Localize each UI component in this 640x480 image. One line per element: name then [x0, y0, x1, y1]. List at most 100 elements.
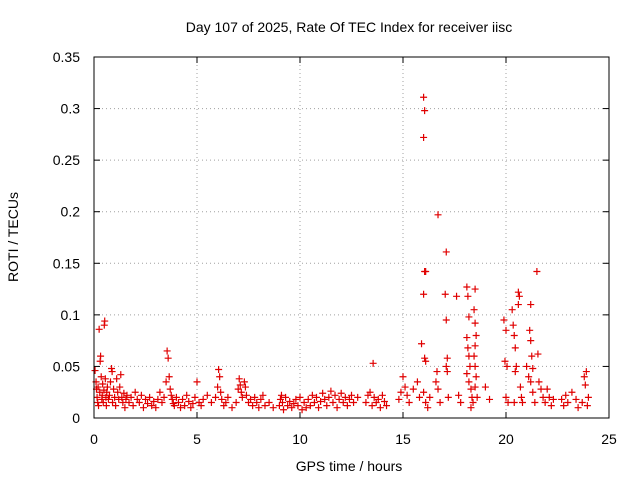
data-point: [104, 395, 112, 403]
data-point: [481, 383, 489, 391]
data-point: [101, 375, 109, 383]
data-point: [564, 399, 572, 407]
data-point: [378, 391, 386, 399]
data-point: [500, 316, 508, 324]
data-point: [294, 402, 302, 410]
data-point: [224, 393, 232, 401]
data-point: [238, 393, 246, 401]
data-point: [109, 399, 117, 407]
data-point: [310, 399, 318, 407]
data-point: [343, 402, 351, 410]
data-point: [453, 292, 461, 300]
data-point: [242, 391, 250, 399]
data-point: [549, 395, 557, 403]
data-point: [436, 399, 444, 407]
data-point: [457, 399, 465, 407]
data-point: [560, 402, 568, 410]
data-point: [121, 404, 129, 412]
data-point: [290, 400, 298, 408]
data-point: [527, 337, 535, 345]
data-point: [421, 354, 429, 362]
data-point: [197, 402, 205, 410]
data-point: [255, 404, 263, 412]
data-point: [203, 391, 211, 399]
data-point: [278, 399, 286, 407]
data-point: [315, 404, 323, 412]
data-point: [166, 385, 174, 393]
data-point: [422, 268, 430, 276]
data-point: [177, 404, 185, 412]
data-point: [183, 391, 191, 399]
data-point: [502, 326, 510, 334]
data-point: [471, 285, 479, 293]
data-point: [442, 316, 450, 324]
data-point: [99, 399, 107, 407]
x-tick-label: 0: [90, 431, 98, 447]
data-point: [122, 395, 130, 403]
data-point: [424, 404, 432, 412]
data-point: [529, 388, 537, 396]
data-point: [421, 107, 429, 115]
data-point: [545, 393, 553, 401]
data-point: [471, 362, 479, 370]
data-point: [455, 391, 463, 399]
data-point: [234, 385, 242, 393]
data-point: [275, 402, 283, 410]
data-point: [443, 354, 451, 362]
data-point: [441, 290, 449, 298]
data-point: [327, 387, 335, 395]
data-point: [129, 402, 137, 410]
data-point: [533, 268, 541, 276]
data-point: [339, 399, 347, 407]
data-point: [511, 344, 519, 352]
data-point: [420, 93, 428, 101]
data-point: [584, 393, 592, 401]
data-point: [174, 399, 182, 407]
data-point: [217, 388, 225, 396]
data-point: [218, 395, 226, 403]
data-point: [374, 395, 382, 403]
data-point: [181, 402, 189, 410]
data-point: [472, 373, 480, 381]
y-tick-labels: 0 0.05 0.1 0.15 0.2 0.25 0.3 0.35: [53, 49, 80, 426]
data-point: [249, 402, 257, 410]
data-point: [308, 391, 316, 399]
x-tick-label: 5: [193, 431, 201, 447]
data-point: [306, 402, 314, 410]
data-point: [323, 402, 331, 410]
chart-title: Day 107 of 2025, Rate Of TEC Index for r…: [186, 19, 513, 35]
data-point: [517, 393, 525, 401]
data-point: [165, 373, 173, 381]
x-tick-labels: 0 5 10 15 20 25: [90, 431, 617, 447]
data-point: [443, 368, 451, 376]
data-point: [94, 383, 102, 391]
data-point: [302, 404, 310, 412]
data-point: [397, 388, 405, 396]
data-point: [434, 385, 442, 393]
data-point: [168, 395, 176, 403]
data-point: [185, 397, 193, 405]
data-point: [123, 391, 131, 399]
data-point: [403, 391, 411, 399]
data-point: [350, 399, 358, 407]
data-point: [514, 288, 522, 296]
data-point: [116, 383, 124, 391]
data-point: [154, 395, 162, 403]
data-point: [418, 340, 426, 348]
data-point: [529, 364, 537, 372]
x-axis-label: GPS time / hours: [296, 458, 403, 474]
data-point: [207, 399, 215, 407]
data-point: [527, 378, 535, 386]
data-point: [413, 378, 421, 386]
data-point: [511, 368, 519, 376]
data-point: [348, 391, 355, 399]
data-point: [518, 399, 526, 407]
data-point: [170, 402, 178, 410]
data-point: [142, 395, 149, 403]
data-point: [164, 354, 172, 362]
data-point: [148, 402, 156, 410]
data-point: [469, 399, 477, 407]
data-point: [150, 397, 158, 405]
data-point: [434, 211, 442, 219]
data-point: [422, 399, 430, 407]
